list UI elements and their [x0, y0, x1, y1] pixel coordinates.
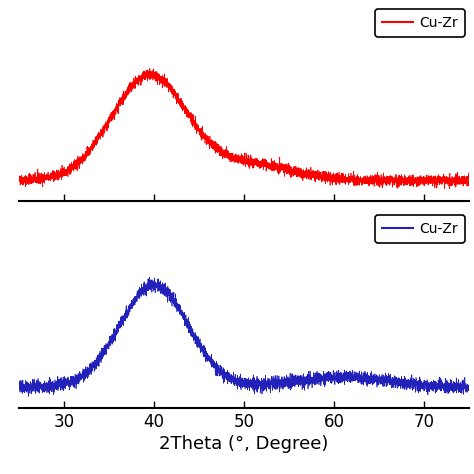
Legend: Cu-Zr: Cu-Zr: [375, 215, 465, 243]
Legend: Cu-Zr: Cu-Zr: [375, 9, 465, 37]
X-axis label: 2Theta (°, Degree): 2Theta (°, Degree): [159, 435, 329, 453]
